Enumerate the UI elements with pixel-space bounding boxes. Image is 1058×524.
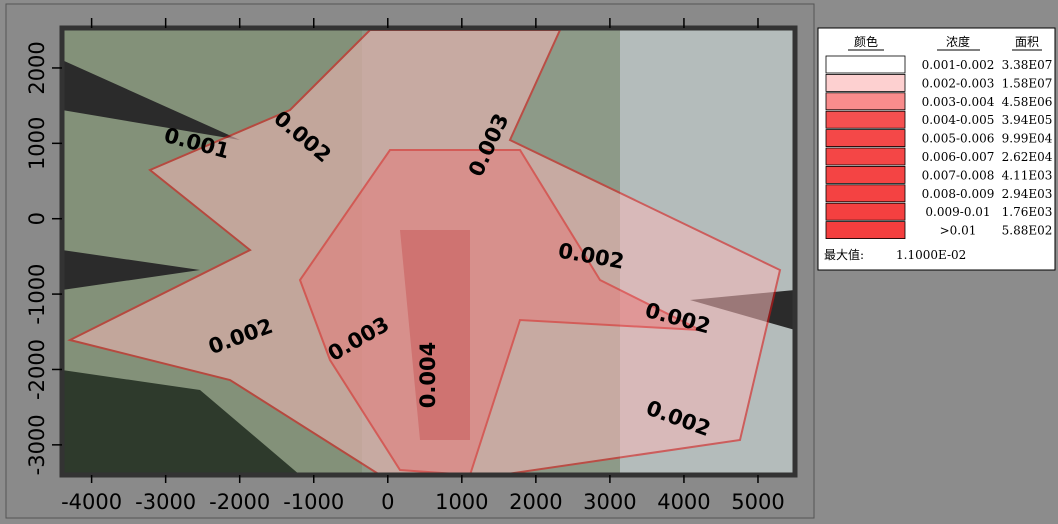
legend-area: 2.94E03 [1002, 187, 1053, 201]
x-tick-label: 5000 [731, 490, 784, 514]
shadow [62, 60, 240, 140]
map-image [59, 25, 798, 478]
y-tick-label: 1000 [25, 117, 49, 170]
x-tick-label: -4000 [61, 490, 122, 514]
x-tick-label: -1000 [283, 490, 344, 514]
legend-area: 4.11E03 [1002, 168, 1053, 182]
legend-range: 0.007-0.008 [922, 168, 995, 182]
x-tick-label: -2000 [209, 490, 270, 514]
legend-range: 0.006-0.007 [922, 150, 995, 164]
legend-area: 5.88E02 [1002, 224, 1053, 238]
legend-swatch [825, 110, 906, 129]
legend-swatch [825, 221, 906, 240]
legend-swatch [825, 74, 906, 92]
legend-area: 1.76E03 [1002, 205, 1053, 219]
legend-swatch [825, 165, 906, 184]
contour-label: 0.004 [416, 342, 440, 408]
max-label: 最大值: [824, 247, 864, 262]
legend-area: 2.62E04 [1002, 150, 1053, 164]
legend: 颜色 浓度 面积 0.001-0.002 3.38E07 0.002-0.003 1.58E… [817, 27, 1056, 271]
shadow [62, 250, 200, 290]
contour-zone [298, 149, 701, 477]
legend-header: 面积 [1015, 35, 1039, 49]
legend-range: 0.003-0.004 [922, 95, 995, 109]
y-tick-label: 0 [25, 212, 49, 225]
legend-range: >0.01 [940, 224, 977, 238]
legend-header: 颜色 [854, 34, 878, 49]
legend-swatch [825, 92, 906, 111]
legend-area: 1.58E07 [1002, 76, 1053, 90]
legend-header: 浓度 [946, 34, 970, 49]
legend-swatch [825, 184, 906, 203]
x-tick-label: 0 [381, 490, 394, 514]
x-tick-label: 2000 [509, 490, 562, 514]
legend-swatch [825, 202, 906, 221]
max-value: 1.1000E-02 [896, 248, 966, 262]
legend-area: 4.58E06 [1002, 95, 1053, 109]
image-border [59, 25, 798, 478]
x-tick-label: 4000 [657, 490, 710, 514]
y-tick-label: -1000 [25, 264, 49, 325]
y-tick-label: 2000 [25, 41, 49, 94]
legend-area: 9.99E04 [1002, 132, 1053, 146]
legend-swatch [825, 55, 906, 74]
y-tick-label: -2000 [25, 339, 49, 400]
legend-range: 0.004-0.005 [922, 113, 995, 127]
contour-zone [400, 230, 470, 440]
legend-swatch [825, 147, 906, 166]
x-tick-label: -3000 [135, 490, 196, 514]
legend-area: 3.94E05 [1002, 113, 1053, 127]
legend-swatch [825, 129, 906, 148]
legend-range: 0.009-0.01 [925, 205, 990, 219]
x-tick-label: 3000 [583, 490, 636, 514]
legend-range: 0.005-0.006 [922, 132, 995, 146]
axes: -4000 -3000 -2000 -1000 0 1000 2000 3000 4000 500… [25, 18, 785, 514]
x-tick-label: 1000 [435, 490, 488, 514]
hills [62, 370, 300, 475]
legend-range: 0.002-0.003 [922, 76, 995, 90]
y-tick-label: -3000 [25, 414, 49, 475]
legend-range: 0.001-0.002 [922, 58, 995, 72]
legend-area: 3.38E07 [1002, 58, 1053, 72]
legend-range: 0.008-0.009 [922, 187, 995, 201]
